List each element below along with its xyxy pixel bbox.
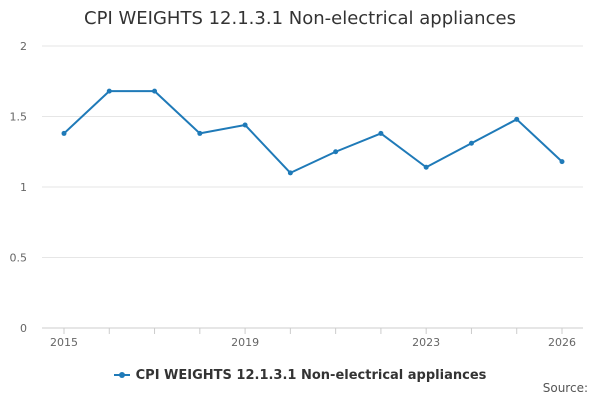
x-tick-label: 2015 — [50, 336, 78, 349]
data-point[interactable] — [106, 88, 112, 94]
data-point[interactable] — [197, 130, 203, 136]
y-tick-label: 1.5 — [10, 111, 28, 124]
data-point[interactable] — [514, 116, 520, 122]
data-point[interactable] — [468, 140, 474, 146]
data-point[interactable] — [152, 88, 158, 94]
y-axis: 0 0.5 1 1.5 2 — [10, 40, 28, 335]
x-axis: 2015 2019 2023 2026 — [42, 327, 583, 349]
data-point[interactable] — [61, 130, 67, 136]
chart-title: CPI WEIGHTS 12.1.3.1 Non-electrical appl… — [84, 8, 516, 29]
data-point[interactable] — [333, 149, 339, 155]
y-tick-label: 2 — [20, 40, 27, 53]
data-point[interactable] — [559, 159, 565, 165]
y-tick-label: 0 — [20, 322, 27, 335]
legend-line-marker-icon — [113, 372, 130, 378]
x-tick-label: 2026 — [548, 336, 576, 349]
legend-item[interactable]: CPI WEIGHTS 12.1.3.1 Non-electrical appl… — [113, 367, 487, 383]
x-tick-label: 2019 — [231, 336, 259, 349]
series-group — [61, 88, 565, 176]
y-tick-label: 0.5 — [10, 252, 28, 265]
series-line — [63, 90, 563, 174]
data-point[interactable] — [378, 130, 384, 136]
grid-lines — [42, 45, 583, 258]
data-point[interactable] — [423, 164, 429, 170]
legend[interactable]: CPI WEIGHTS 12.1.3.1 Non-electrical appl… — [0, 365, 600, 383]
legend-label: CPI WEIGHTS 12.1.3.1 Non-electrical appl… — [135, 367, 487, 383]
data-point[interactable] — [287, 170, 293, 176]
data-point[interactable] — [242, 122, 248, 128]
y-tick-label: 1 — [20, 181, 27, 194]
x-tick-label: 2023 — [412, 336, 440, 349]
source-label: Source: — [542, 381, 588, 395]
